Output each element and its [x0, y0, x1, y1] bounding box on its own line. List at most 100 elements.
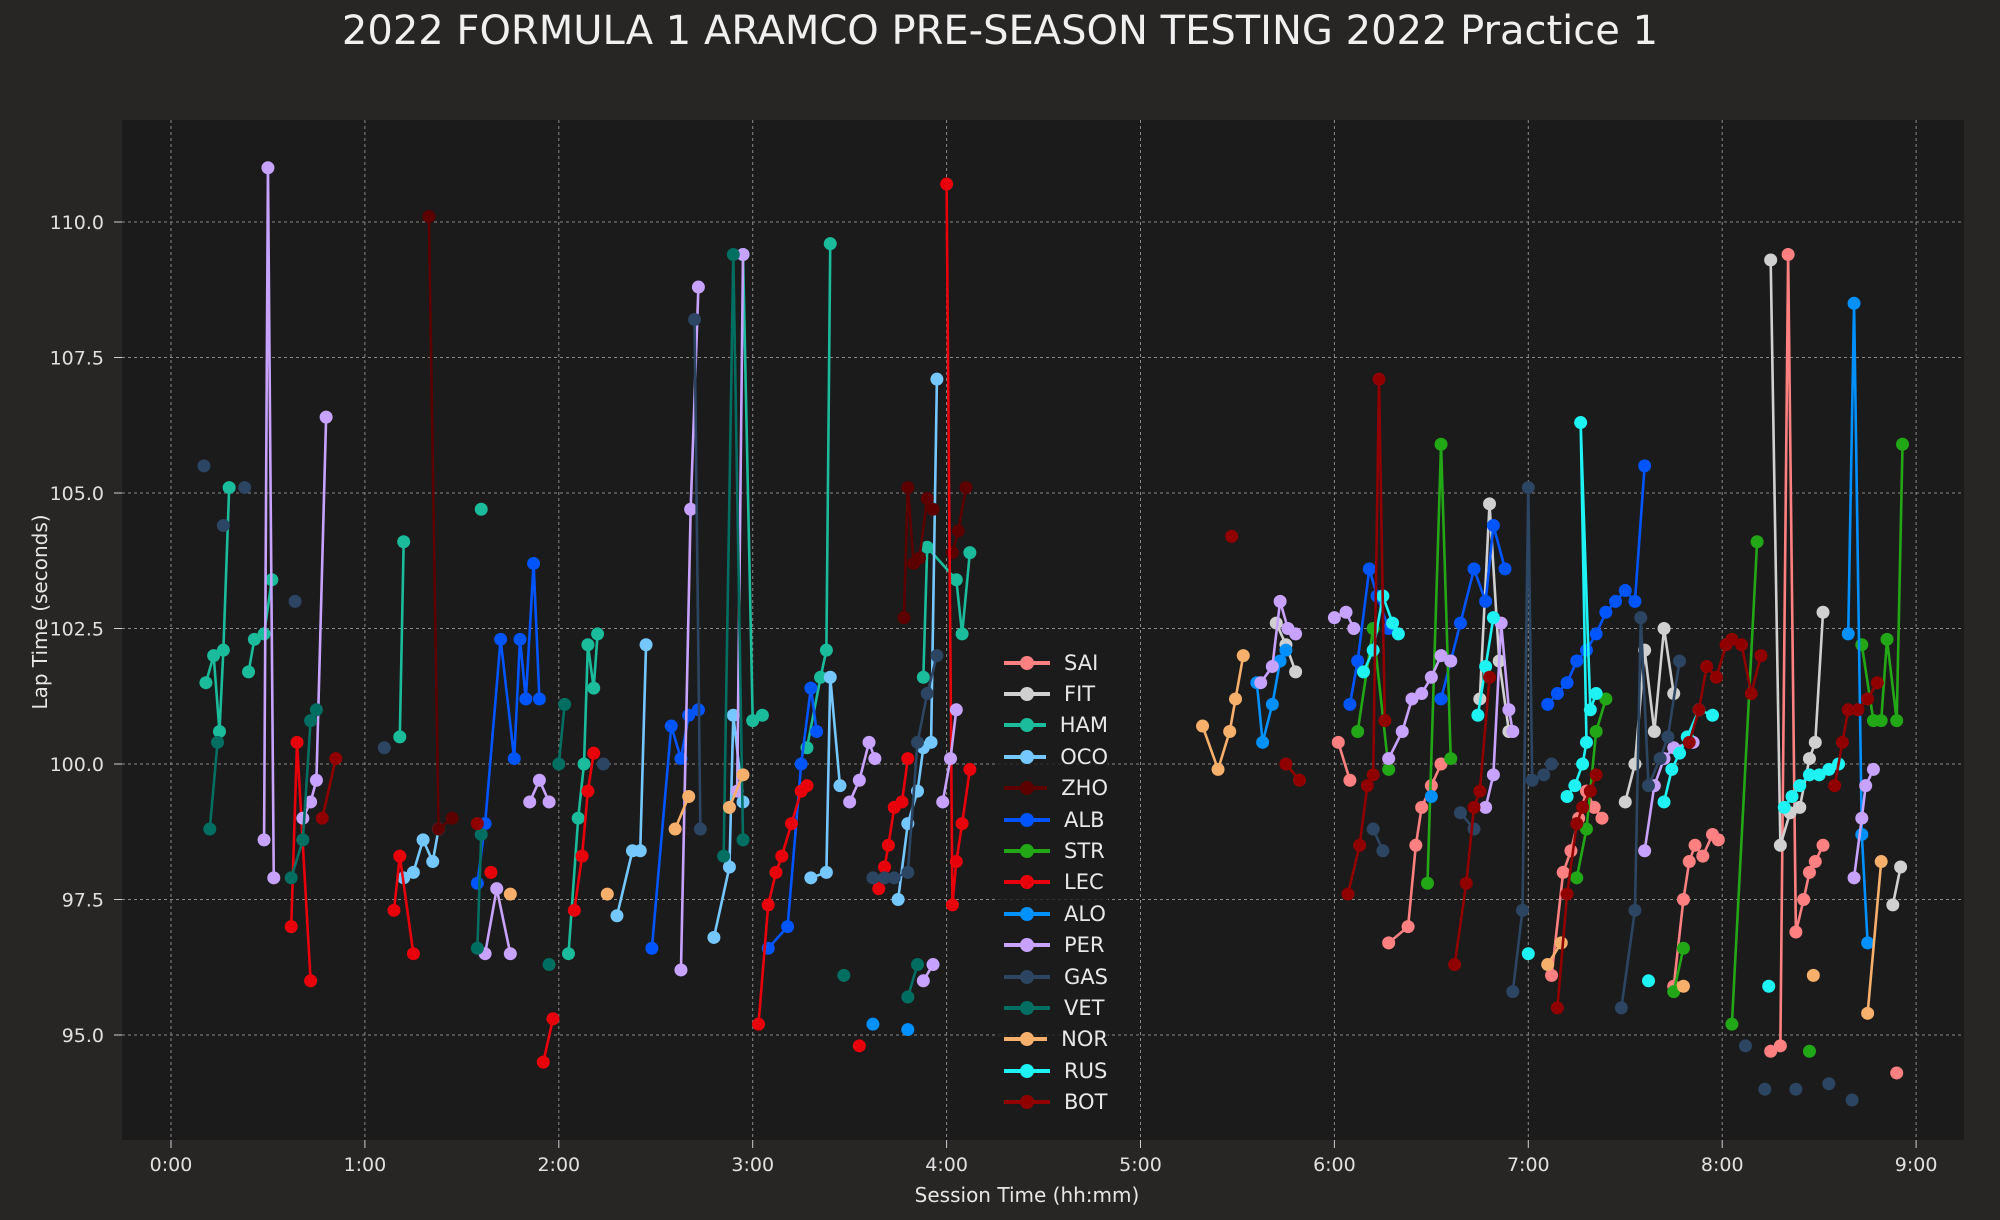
data-point: [1847, 871, 1861, 885]
data-point: [503, 887, 517, 901]
data-point: [1711, 833, 1725, 847]
data-point: [507, 752, 521, 766]
data-point: [920, 540, 934, 554]
data-point: [911, 735, 925, 749]
data-point: [257, 833, 271, 847]
data-point: [769, 865, 783, 879]
data-point: [587, 681, 601, 695]
data-point: [1738, 1039, 1752, 1053]
series-sai: [1331, 248, 1904, 1080]
legend-marker-icon: [1004, 938, 1050, 953]
data-point: [668, 822, 682, 836]
data-point: [1861, 936, 1875, 950]
data-point: [1541, 697, 1555, 711]
data-point: [1599, 692, 1613, 706]
legend-item-sai: SAI: [996, 647, 1108, 678]
data-point: [1486, 768, 1500, 782]
data-point: [519, 692, 533, 706]
data-point: [393, 849, 407, 863]
series-bot: [315, 372, 1884, 1015]
data-point: [887, 871, 901, 885]
legend-label: HAM: [1059, 713, 1108, 738]
data-point: [1773, 1039, 1787, 1053]
data-point: [1845, 1093, 1859, 1107]
data-point: [688, 313, 702, 327]
data-point: [238, 481, 252, 495]
data-point: [872, 882, 886, 896]
data-point: [1372, 372, 1386, 386]
data-point: [1628, 594, 1642, 608]
data-point: [866, 1017, 880, 1031]
y-tick-label: 102.5: [50, 619, 104, 641]
legend-marker-icon: [1004, 875, 1050, 890]
data-point: [1851, 703, 1865, 717]
data-point: [1550, 687, 1564, 701]
data-point: [726, 248, 740, 262]
legend-marker-icon: [1004, 1032, 1048, 1047]
x-tick-label: 3:00: [731, 1154, 774, 1176]
data-point: [736, 768, 750, 782]
data-point: [1587, 800, 1601, 814]
data-point: [916, 670, 930, 684]
data-point: [1576, 757, 1590, 771]
data-point: [211, 735, 225, 749]
data-point: [575, 849, 589, 863]
data-point: [804, 871, 818, 885]
data-point: [1890, 1066, 1904, 1080]
data-point: [866, 871, 880, 885]
legend-label: PER: [1064, 933, 1105, 958]
legend-item-vet: VET: [996, 992, 1108, 1023]
data-point: [1576, 800, 1590, 814]
data-point: [1764, 253, 1778, 267]
data-point: [1835, 735, 1849, 749]
data-point: [329, 752, 343, 766]
legend-item-alo: ALO: [996, 898, 1108, 929]
data-point: [862, 735, 876, 749]
data-point: [682, 790, 696, 804]
legend-item-rus: RUS: [996, 1055, 1108, 1086]
data-point: [1223, 724, 1237, 738]
data-point: [911, 958, 925, 972]
legend-marker-icon: [1004, 812, 1050, 827]
data-point: [1356, 665, 1370, 679]
data-point: [1521, 481, 1535, 495]
series-line: [542, 1018, 555, 1063]
data-point: [1506, 985, 1520, 999]
legend-marker-icon: [1004, 781, 1048, 796]
data-point: [920, 687, 934, 701]
data-point: [1676, 941, 1690, 955]
data-point: [784, 817, 798, 831]
legend-item-lec: LEC: [996, 867, 1108, 898]
data-point: [1886, 898, 1900, 912]
data-point: [1331, 735, 1345, 749]
series-line: [1575, 698, 1608, 879]
data-point: [926, 958, 940, 972]
data-point: [1366, 768, 1380, 782]
data-point: [216, 643, 230, 657]
legend-marker-icon: [1004, 844, 1050, 859]
data-point: [1874, 855, 1888, 869]
y-tick-label: 110.0: [50, 212, 104, 234]
legend-marker-icon: [1004, 1095, 1050, 1110]
legend-marker-icon: [1004, 718, 1046, 733]
data-point: [804, 681, 818, 695]
data-point: [1793, 800, 1807, 814]
data-point: [1376, 844, 1390, 858]
series-lec: [284, 177, 977, 1069]
data-point: [1642, 779, 1656, 793]
data-point: [304, 974, 318, 988]
data-point: [1401, 920, 1415, 934]
data-point: [494, 632, 508, 646]
data-point: [1467, 822, 1481, 836]
data-point: [1880, 632, 1894, 646]
data-point: [1353, 838, 1367, 852]
data-point: [1570, 817, 1584, 831]
legend-label: GAS: [1064, 964, 1108, 989]
legend-item-oco: OCO: [996, 741, 1108, 772]
data-point: [1806, 968, 1820, 982]
data-point: [1855, 638, 1869, 652]
legend-label: LEC: [1064, 870, 1104, 895]
series-line: [320, 758, 338, 819]
data-point: [761, 898, 775, 912]
data-point: [1618, 795, 1632, 809]
